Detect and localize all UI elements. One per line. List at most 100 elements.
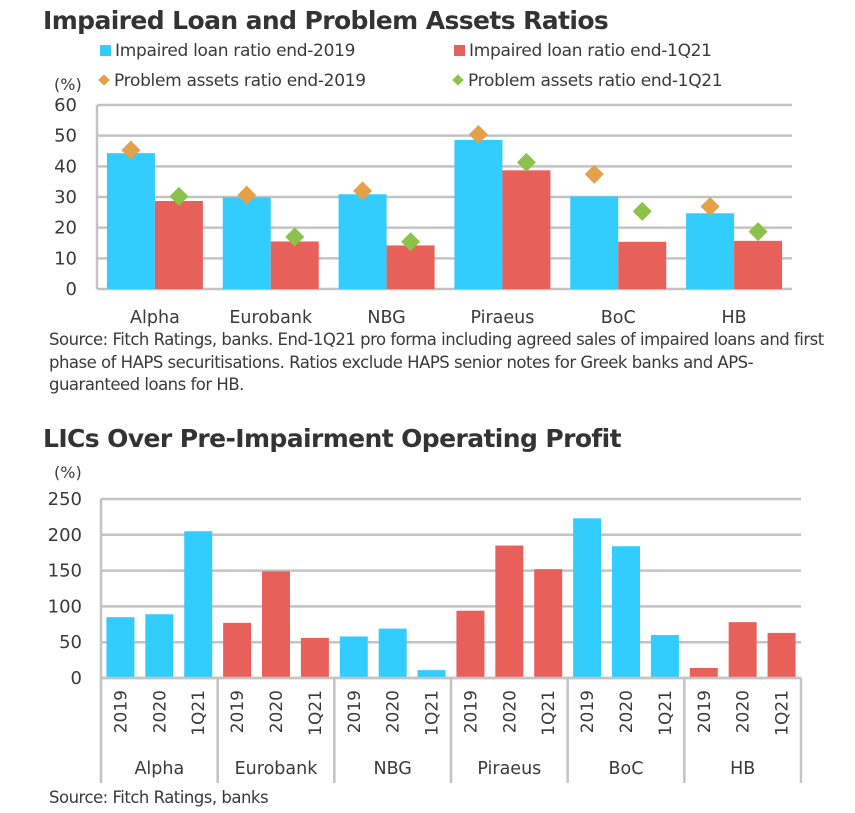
bar-boc-impaired-2019 bbox=[570, 196, 619, 289]
x-category-label: BoC bbox=[601, 308, 636, 328]
x-group-label: Alpha bbox=[134, 759, 184, 779]
x-period-label: 1Q21 bbox=[539, 690, 559, 736]
marker-alpha-problem-2019 bbox=[121, 140, 141, 160]
x-period-label: 1Q21 bbox=[306, 690, 326, 736]
y-tick-label: 60 bbox=[54, 95, 77, 116]
y-tick-label: 150 bbox=[48, 561, 82, 582]
x-period-label: 2020 bbox=[150, 690, 170, 733]
legend-swatch-square-icon bbox=[100, 45, 111, 56]
bar-nbg-impaired-2019 bbox=[338, 194, 387, 289]
y-tick-label: 0 bbox=[66, 279, 77, 300]
x-period-label: 2020 bbox=[384, 690, 404, 733]
bar-boc-2020 bbox=[612, 546, 640, 678]
marker-nbg-problem-2019 bbox=[353, 181, 373, 201]
marker-eurobank-problem-2019 bbox=[237, 185, 257, 205]
x-period-label: 2020 bbox=[734, 690, 754, 733]
y-tick-label: 250 bbox=[48, 489, 82, 510]
x-period-label: 2020 bbox=[267, 690, 287, 733]
bar-hb-2020 bbox=[728, 622, 757, 678]
bar-nbg-2019 bbox=[339, 636, 368, 678]
y-tick-label: 200 bbox=[48, 525, 82, 546]
legend-label: Problem assets ratio end-1Q21 bbox=[468, 71, 723, 91]
bar-piraeus-2020 bbox=[495, 545, 524, 678]
x-period-label: 1Q21 bbox=[773, 690, 793, 736]
legend-item-impaired-1q21: Impaired loan ratio end-1Q21 bbox=[454, 41, 712, 61]
y-tick-label: 30 bbox=[54, 187, 77, 208]
x-group-label: NBG bbox=[373, 759, 411, 779]
marker-hb-problem-1q21 bbox=[748, 222, 768, 242]
chart1-y-unit-label: (%) bbox=[54, 75, 82, 94]
marker-piraeus-problem-1q21 bbox=[516, 152, 536, 172]
y-tick-label: 0 bbox=[71, 668, 82, 689]
chart1-source-note: Source: Fitch Ratings, banks. End-1Q21 p… bbox=[49, 330, 824, 394]
bar-boc-impaired-1q21 bbox=[618, 241, 667, 289]
x-period-label: 2019 bbox=[578, 690, 598, 733]
bar-alpha-2020 bbox=[145, 614, 174, 678]
bar-piraeus-impaired-2019 bbox=[454, 139, 503, 289]
y-tick-label: 10 bbox=[54, 248, 77, 269]
bar-piraeus-2019 bbox=[456, 610, 485, 678]
bar-alpha-impaired-2019 bbox=[106, 153, 155, 289]
legend-swatch-square-icon bbox=[454, 45, 465, 56]
bar-nbg-impaired-1q21 bbox=[386, 245, 435, 289]
bar-alpha-1q21 bbox=[184, 531, 213, 678]
x-period-label: 1Q21 bbox=[656, 690, 676, 736]
x-category-label: Piraeus bbox=[470, 308, 534, 328]
x-group-label: HB bbox=[730, 759, 755, 779]
bar-alpha-2019 bbox=[106, 617, 135, 678]
x-period-label: 1Q21 bbox=[189, 690, 209, 736]
legend-item-problem-2019: Problem assets ratio end-2019 bbox=[97, 71, 366, 91]
chart2-source-note: Source: Fitch Ratings, banks bbox=[49, 788, 269, 807]
bar-hb-2019 bbox=[689, 667, 718, 678]
marker-hb-problem-2019 bbox=[700, 197, 720, 217]
y-tick-label: 50 bbox=[54, 126, 77, 147]
x-period-label: 2019 bbox=[461, 690, 481, 733]
x-group-label: Eurobank bbox=[235, 759, 319, 779]
chart1-plot: (%) 0 10 20 30 40 50 60 Alpha Eurobank NBG Piraeu… bbox=[54, 75, 792, 328]
bar-nbg-2020 bbox=[378, 628, 407, 678]
bar-eurobank-impaired-2019 bbox=[222, 197, 271, 289]
marker-nbg-problem-1q21 bbox=[401, 232, 421, 252]
x-category-label: NBG bbox=[367, 308, 405, 328]
bar-eurobank-1q21 bbox=[300, 637, 329, 678]
x-period-label: 2019 bbox=[228, 690, 248, 733]
legend-label: Impaired loan ratio end-1Q21 bbox=[469, 41, 712, 61]
bar-hb-impaired-1q21 bbox=[734, 240, 783, 289]
x-period-label: 1Q21 bbox=[423, 690, 443, 736]
legend-label: Impaired loan ratio end-2019 bbox=[115, 41, 356, 61]
legend-item-problem-1q21: Problem assets ratio end-1Q21 bbox=[451, 71, 723, 91]
marker-boc-problem-1q21 bbox=[632, 201, 652, 221]
bar-boc-2019 bbox=[573, 518, 602, 678]
x-period-label: 2020 bbox=[500, 690, 520, 733]
y-tick-label: 40 bbox=[54, 156, 77, 177]
marker-boc-problem-2019 bbox=[584, 164, 604, 184]
bar-eurobank-2019 bbox=[223, 622, 252, 678]
x-category-label: Alpha bbox=[130, 308, 180, 328]
marker-alpha-problem-1q21 bbox=[169, 186, 189, 206]
y-tick-label: 100 bbox=[48, 596, 82, 617]
x-period-label: 2019 bbox=[111, 690, 131, 733]
x-period-label: 2020 bbox=[617, 690, 637, 733]
marker-piraeus-problem-2019 bbox=[468, 124, 488, 144]
bar-hb-impaired-2019 bbox=[686, 213, 735, 289]
x-group-label: BoC bbox=[609, 759, 644, 779]
y-tick-label: 20 bbox=[54, 218, 77, 239]
x-period-label: 2019 bbox=[695, 690, 715, 733]
bar-piraeus-1q21 bbox=[534, 569, 563, 678]
legend-item-impaired-2019: Impaired loan ratio end-2019 bbox=[100, 41, 355, 61]
bar-eurobank-2020 bbox=[262, 571, 290, 678]
chart2-y-unit-label: (%) bbox=[54, 463, 82, 482]
bar-boc-1q21 bbox=[650, 635, 679, 678]
x-period-label: 2019 bbox=[345, 690, 365, 733]
x-category-label: Eurobank bbox=[229, 308, 313, 328]
bar-piraeus-impaired-1q21 bbox=[502, 170, 551, 289]
bar-alpha-impaired-1q21 bbox=[154, 200, 203, 289]
marker-eurobank-problem-1q21 bbox=[285, 227, 305, 247]
bar-nbg-1q21 bbox=[417, 670, 446, 678]
x-group-label: Piraeus bbox=[477, 759, 541, 779]
chart2-title: LICs Over Pre-Impairment Operating Profi… bbox=[43, 424, 622, 453]
bar-eurobank-impaired-1q21 bbox=[270, 241, 319, 289]
legend-label: Problem assets ratio end-2019 bbox=[114, 71, 366, 91]
y-tick-label: 50 bbox=[59, 632, 82, 653]
